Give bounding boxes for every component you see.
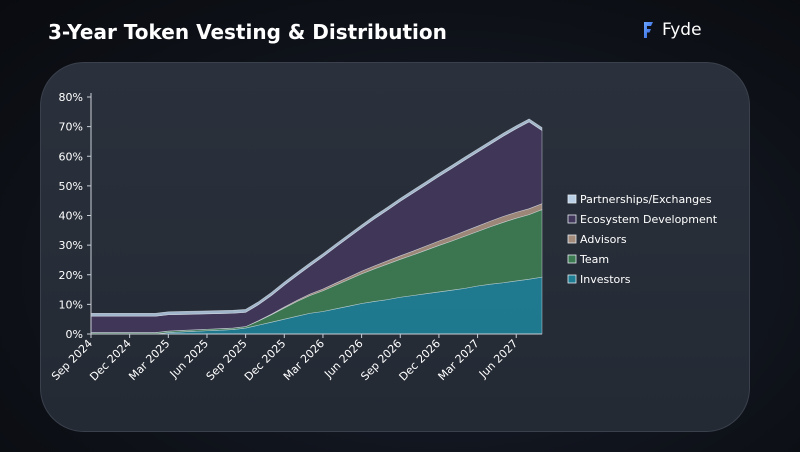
x-tick-label: Dec 2025 xyxy=(242,337,289,384)
legend-swatch-ecosystem-development xyxy=(567,214,577,224)
legend: Partnerships/Exchanges Ecosystem Developm… xyxy=(567,193,718,286)
x-tick-label: Mar 2026 xyxy=(281,337,327,383)
legend-label-ecosystem-development: Ecosystem Development xyxy=(580,213,718,226)
legend-swatch-partnerships-exchanges xyxy=(567,194,577,204)
x-tick-label: Dec 2024 xyxy=(87,337,134,384)
legend-swatch-advisors xyxy=(567,234,577,244)
y-tick-label: 40% xyxy=(59,210,83,223)
area-layer xyxy=(90,118,543,335)
y-tick-label: 70% xyxy=(59,121,83,134)
x-tick-label: Mar 2027 xyxy=(436,337,482,383)
y-tick-label: 60% xyxy=(59,150,83,163)
y-tick-label: 10% xyxy=(59,298,83,311)
fyde-logo-icon xyxy=(644,22,653,38)
legend-label-partnerships-exchanges: Partnerships/Exchanges xyxy=(580,193,712,206)
legend-swatch-team xyxy=(567,254,577,264)
legend-label-investors: Investors xyxy=(580,273,631,286)
area-partnerships-exchanges xyxy=(90,118,543,317)
x-tick-label: Dec 2026 xyxy=(397,337,444,384)
y-axis: 0% 10% 20% 30% 40% 50% 60% 70% 80% xyxy=(59,91,92,341)
brand: Fyde xyxy=(642,20,702,40)
page-title: 3-Year Token Vesting & Distribution xyxy=(48,20,447,44)
y-tick-label: 0% xyxy=(66,328,83,341)
y-tick-label: 50% xyxy=(59,180,83,193)
x-tick-label: Mar 2025 xyxy=(126,337,172,383)
y-tick-label: 80% xyxy=(59,91,83,104)
brand-name: Fyde xyxy=(662,20,702,40)
legend-label-advisors: Advisors xyxy=(580,233,627,246)
legend-label-team: Team xyxy=(579,253,609,266)
y-tick-label: 20% xyxy=(59,269,83,282)
y-tick-label: 30% xyxy=(59,239,83,252)
legend-swatch-investors xyxy=(567,274,577,284)
x-tick-label: Jun 2027 xyxy=(476,337,520,381)
